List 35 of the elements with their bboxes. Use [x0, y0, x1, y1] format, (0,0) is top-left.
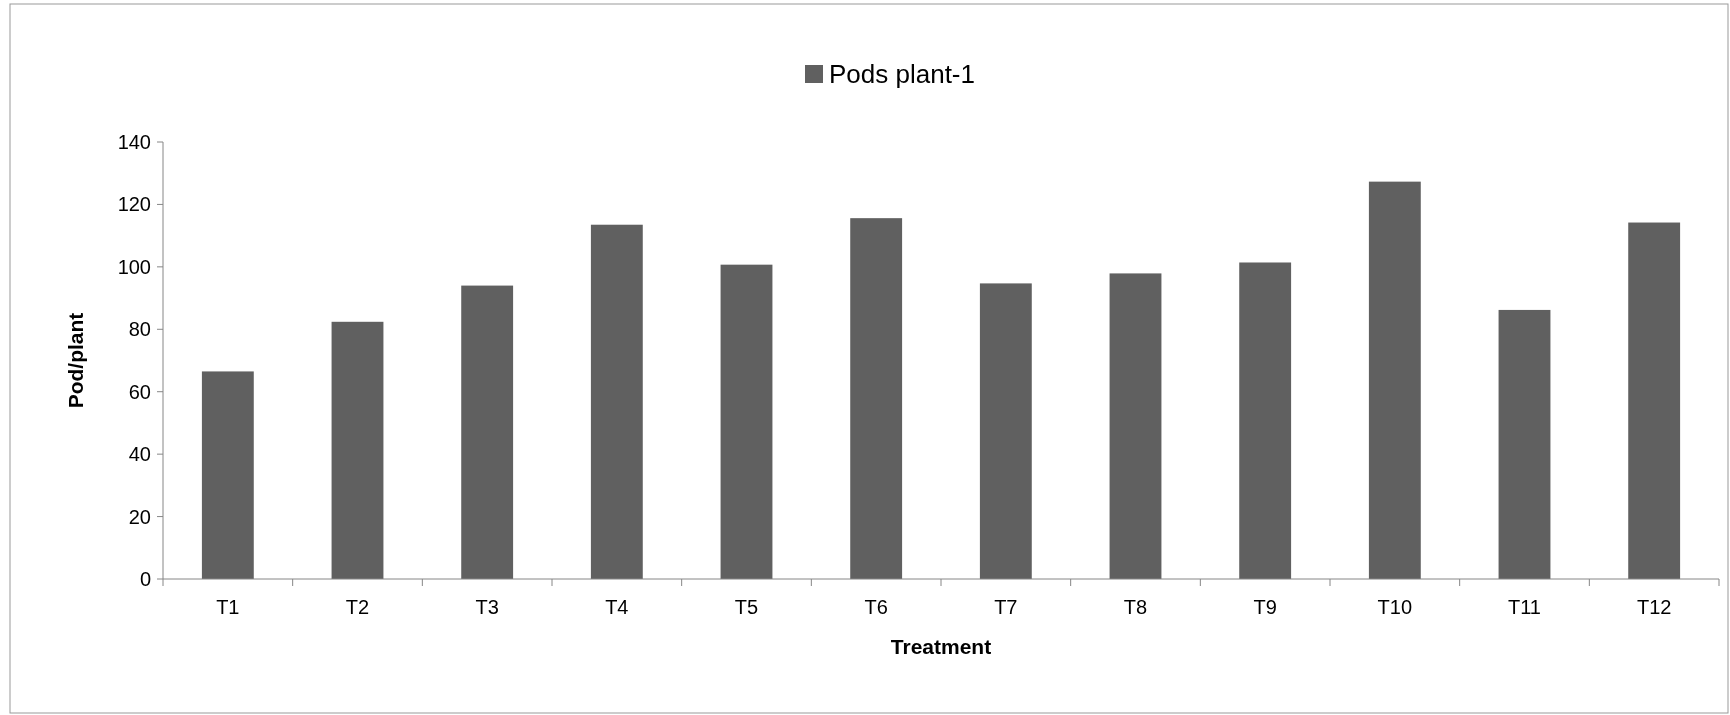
bar	[1109, 273, 1162, 579]
y-tick-label: 60	[128, 380, 151, 403]
y-tick-label: 120	[117, 193, 151, 216]
y-tick-label: 100	[117, 255, 151, 278]
x-tick-label: T8	[1123, 596, 1148, 618]
bar	[331, 321, 384, 579]
y-tick-label: 40	[128, 443, 151, 466]
legend-label: Pods plant-1	[829, 59, 975, 89]
x-tick-label: T9	[1253, 596, 1277, 618]
x-tick-label: T2	[345, 596, 370, 618]
bar	[201, 371, 254, 579]
x-tick-label: T7	[994, 596, 1018, 618]
x-tick-label: T10	[1377, 596, 1413, 618]
bar	[1498, 309, 1551, 579]
y-axis-title: Pod/plant	[64, 312, 87, 409]
bar	[1368, 181, 1421, 579]
x-tick-label: T5	[734, 596, 759, 618]
y-tick-label: 20	[128, 505, 151, 528]
x-axis-title: Treatment	[890, 635, 992, 658]
bar	[1239, 262, 1292, 579]
bar	[850, 218, 903, 579]
x-tick-label: T3	[475, 596, 499, 618]
bar	[461, 285, 514, 579]
y-tick-label: 140	[117, 131, 151, 153]
x-tick-label: T1	[216, 596, 240, 618]
x-tick-label: T12	[1636, 596, 1672, 618]
x-tick-label: T6	[864, 596, 888, 618]
x-tick-label: T4	[605, 596, 629, 618]
y-tick-label: 80	[128, 318, 151, 341]
bar	[720, 264, 773, 579]
x-tick-label: T11	[1508, 596, 1541, 618]
y-tick-label: 0	[139, 568, 151, 590]
bar	[979, 283, 1032, 579]
bar	[1628, 222, 1681, 579]
bar	[590, 224, 643, 579]
